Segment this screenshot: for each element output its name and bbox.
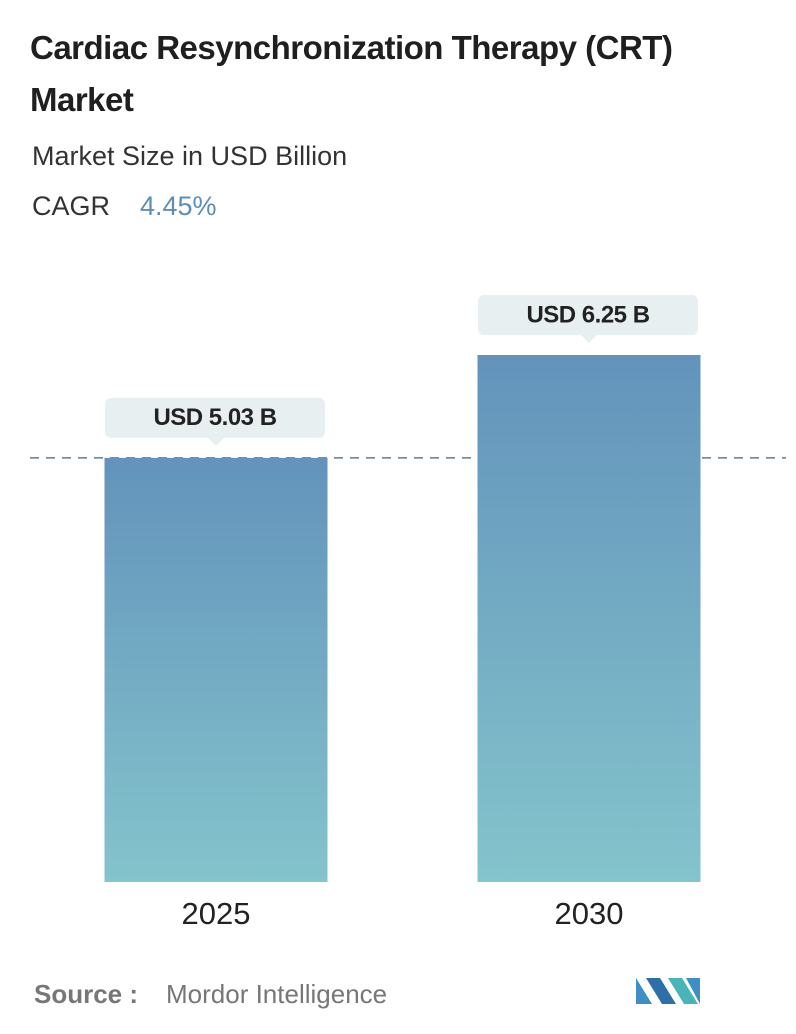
bar	[477, 355, 701, 882]
cagr-value: 4.45%	[140, 191, 217, 221]
logo	[636, 978, 700, 1004]
chart-title: Cardiac Resynchronization Therapy (CRT) …	[30, 29, 673, 118]
value-label-pointer	[208, 437, 224, 446]
value-label-pointer	[581, 335, 597, 343]
source: Mordor Intelligence	[166, 979, 387, 1009]
bar	[104, 457, 328, 882]
value-label: USD 6.25 B	[526, 301, 649, 328]
subtitle: Market Size in USD Billion	[32, 141, 347, 171]
cagr-label: CAGR	[32, 191, 110, 221]
value-label-box	[478, 295, 698, 335]
value-label-box	[105, 397, 325, 438]
value-label: USD 5.03 B	[153, 404, 276, 431]
source-label: Source :	[34, 979, 138, 1009]
x-tick-label: 2030	[555, 896, 624, 931]
x-tick-label: 2025	[182, 896, 251, 931]
